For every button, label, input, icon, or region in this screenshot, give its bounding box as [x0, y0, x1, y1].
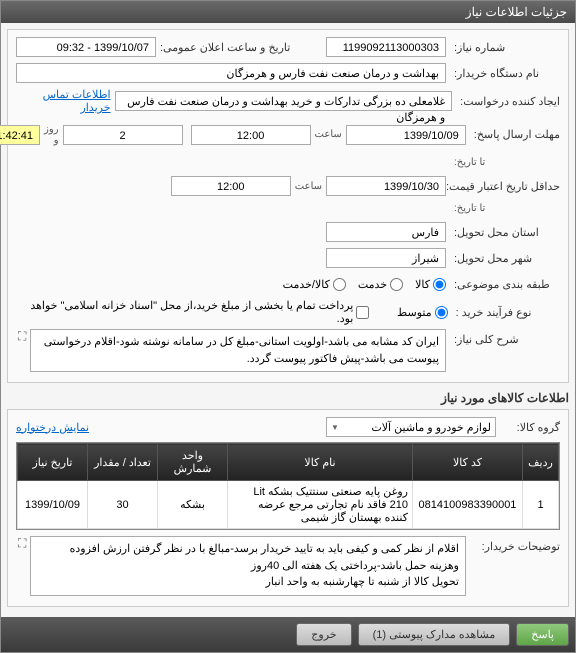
delivery-city-value: شیراز: [326, 248, 446, 268]
delivery-city-label: شهر محل تحویل:: [450, 252, 560, 265]
row-price-validity: حداقل تاریخ اعتبار قیمت: 1399/10/30 ساعت…: [16, 175, 560, 197]
attachments-button[interactable]: مشاهده مدارک پیوستی (1): [358, 623, 511, 646]
buyer-creator-value: غلامعلی ده بزرگی تدارکات و خرید بهداشت و…: [115, 91, 453, 111]
row-delivery-province: استان محل تحویل: فارس: [16, 221, 560, 243]
items-table: ردیف کد کالا نام کالا واحد شمارش تعداد /…: [17, 443, 559, 529]
price-until-label: تا تاریخ:: [450, 203, 560, 214]
row-delivery-city: شهر محل تحویل: شیراز: [16, 247, 560, 269]
general-desc-label: شرح کلی نیاز:: [450, 329, 560, 346]
reply-time-value: 12:00: [191, 125, 311, 145]
row-reply-deadline: مهلت ارسال پاسخ: 1399/10/09 ساعت 12:00 2…: [16, 118, 560, 151]
need-number-label: شماره نیاز:: [450, 41, 560, 54]
general-desc-value: ایران کد مشابه می باشد-اولویت استانی-مبل…: [30, 329, 446, 372]
need-number-value: 1199092113000303: [326, 37, 446, 57]
main-window: جزئیات اطلاعات نیاز شماره نیاز: 11990921…: [0, 0, 576, 653]
buyer-notes-value: اقلام از نظر کمی و کیفی باید به تایید خر…: [30, 536, 466, 596]
payment-note-label: پرداخت تمام یا بخشی از مبلغ خرید،از محل …: [16, 299, 353, 325]
purchase-radio-group: متوسط: [397, 306, 448, 319]
tree-link[interactable]: نمایش درختواره: [16, 421, 89, 434]
reply-button[interactable]: پاسخ: [516, 623, 569, 646]
radio-service[interactable]: خدمت: [358, 278, 403, 291]
cell-code: 0814100983390001: [413, 481, 523, 529]
reply-days-value: 2: [63, 125, 183, 145]
row-buyer-creator: ایجاد کننده درخواست: غلامعلی ده بزرگی تد…: [16, 88, 560, 114]
info-section: شماره نیاز: 1199092113000303 تاریخ و ساع…: [7, 29, 569, 383]
th-code: کد کالا: [413, 444, 523, 481]
titlebar: جزئیات اطلاعات نیاز: [1, 1, 575, 23]
th-name: نام کالا: [228, 444, 413, 481]
price-time-value: 12:00: [171, 176, 291, 196]
reply-time-label: ساعت: [315, 129, 342, 140]
buyer-creator-label: ایجاد کننده درخواست:: [456, 95, 560, 108]
delivery-province-value: فارس: [326, 222, 446, 242]
reply-until-label: تا تاریخ:: [450, 157, 560, 168]
buyer-notes-label: توضیحات خریدار:: [470, 536, 560, 553]
radio-goods-service[interactable]: کالا/خدمت: [283, 278, 346, 291]
buyer-org-label: نام دستگاه خریدار:: [450, 67, 560, 80]
th-qty: تعداد / مقدار: [88, 444, 158, 481]
radio-medium-input[interactable]: [435, 306, 448, 319]
buyer-org-value: بهداشت و درمان صنعت نفت فارس و هرمزگان: [16, 63, 446, 83]
th-date: تاریخ نیاز: [18, 444, 88, 481]
items-table-container: ردیف کد کالا نام کالا واحد شمارش تعداد /…: [16, 442, 560, 530]
radio-goods-service-label: کالا/خدمت: [283, 278, 330, 291]
price-date-value: 1399/10/30: [326, 176, 446, 196]
row-price-validity-sub: تا تاریخ:: [16, 197, 560, 219]
th-unit: واحد شمارش: [158, 444, 228, 481]
radio-service-label: خدمت: [358, 278, 387, 291]
reply-days-label: روز و: [44, 124, 59, 146]
payment-checkbox[interactable]: پرداخت تمام یا بخشی از مبلغ خرید،از محل …: [16, 299, 369, 325]
radio-service-input[interactable]: [390, 278, 403, 291]
radio-goods-input[interactable]: [433, 278, 446, 291]
cell-date: 1399/10/09: [18, 481, 88, 529]
window-title: جزئیات اطلاعات نیاز: [466, 5, 567, 19]
cell-name: روغن پایه صنعتی سنتتیک بشکه Lit 210 فاقد…: [228, 481, 413, 529]
chevron-down-icon: ▼: [331, 423, 339, 432]
price-validity-label: حداقل تاریخ اعتبار قیمت:: [450, 180, 560, 193]
reply-deadline-label: مهلت ارسال پاسخ:: [470, 128, 560, 141]
public-announce-label: تاریخ و ساعت اعلان عمومی:: [160, 41, 290, 54]
public-announce-value: 1399/10/07 - 09:32: [16, 37, 156, 57]
expand-notes-icon[interactable]: ⛶: [18, 536, 26, 551]
radio-goods-service-input[interactable]: [333, 278, 346, 291]
row-group: گروه کالا: لوازم خودرو و ماشین آلات ▼ نم…: [16, 416, 560, 438]
content-area: شماره نیاز: 1199092113000303 تاریخ و ساع…: [1, 23, 575, 617]
cell-row: 1: [523, 481, 559, 529]
expand-desc-icon[interactable]: ⛶: [18, 329, 26, 344]
price-time-label: ساعت: [295, 181, 322, 192]
row-buyer-notes: توضیحات خریدار: اقلام از نظر کمی و کیفی …: [16, 536, 560, 596]
cell-unit: بشکه: [158, 481, 228, 529]
table-row[interactable]: 1 0814100983390001 روغن پایه صنعتی سنتتی…: [18, 481, 559, 529]
row-budget-class: طبقه بندی موضوعی: کالا خدمت کالا/خدمت: [16, 273, 560, 295]
items-section-title: اطلاعات کالاهای مورد نیاز: [7, 387, 569, 409]
buyer-contact-link[interactable]: اطلاعات تماس خریدار: [16, 88, 111, 114]
group-value: لوازم خودرو و ماشین آلات: [371, 421, 491, 434]
reply-countdown: 01:42:41: [0, 125, 40, 145]
reply-date-value: 1399/10/09: [346, 125, 466, 145]
radio-goods-label: کالا: [415, 278, 430, 291]
cell-qty: 30: [88, 481, 158, 529]
close-button[interactable]: خروج: [296, 623, 351, 646]
purchase-type-label: نوع فرآیند خرید :: [452, 306, 560, 319]
payment-checkbox-input[interactable]: [356, 306, 369, 319]
row-buyer-org: نام دستگاه خریدار: بهداشت و درمان صنعت ن…: [16, 62, 560, 84]
table-header-row: ردیف کد کالا نام کالا واحد شمارش تعداد /…: [18, 444, 559, 481]
radio-medium[interactable]: متوسط: [397, 306, 448, 319]
footer: پاسخ مشاهده مدارک پیوستی (1) خروج: [1, 617, 575, 652]
row-reply-deadline-sub: تا تاریخ:: [16, 151, 560, 173]
radio-medium-label: متوسط: [397, 306, 432, 319]
radio-goods[interactable]: کالا: [415, 278, 446, 291]
items-section: گروه کالا: لوازم خودرو و ماشین آلات ▼ نم…: [7, 409, 569, 607]
group-label: گروه کالا:: [500, 421, 560, 434]
budget-class-label: طبقه بندی موضوعی:: [450, 278, 560, 291]
row-need-number: شماره نیاز: 1199092113000303 تاریخ و ساع…: [16, 36, 560, 58]
budget-radio-group: کالا خدمت کالا/خدمت: [283, 278, 446, 291]
group-select[interactable]: لوازم خودرو و ماشین آلات ▼: [326, 417, 496, 437]
row-general-desc: شرح کلی نیاز: ایران کد مشابه می باشد-اول…: [16, 329, 560, 372]
delivery-province-label: استان محل تحویل:: [450, 226, 560, 239]
th-row: ردیف: [523, 444, 559, 481]
row-purchase-type: نوع فرآیند خرید : متوسط پرداخت تمام یا ب…: [16, 299, 560, 325]
